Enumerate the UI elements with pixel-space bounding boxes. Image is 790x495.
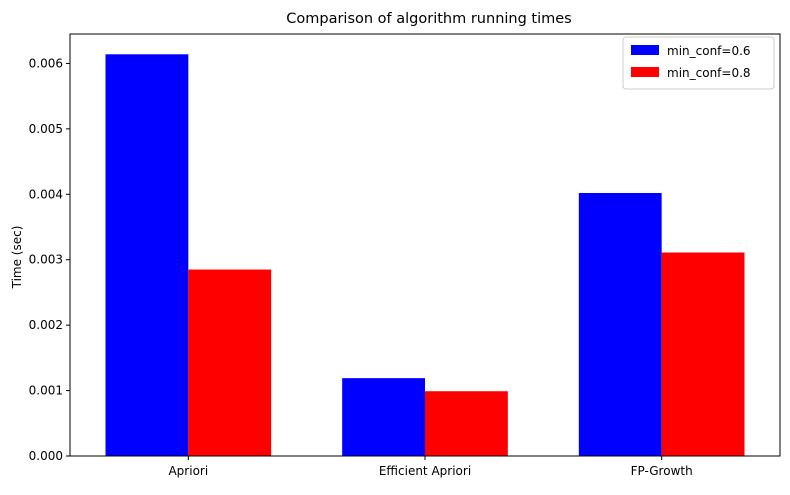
bar-efficient-apriori-series-1 (342, 378, 425, 456)
legend: min_conf=0.6 min_conf=0.8 (622, 36, 775, 90)
y-tick-label: 0.004 (29, 187, 63, 201)
y-tick-label: 0.002 (29, 318, 63, 332)
x-axis-ticks: Apriori Efficient Apriori FP-Growth (168, 456, 693, 478)
legend-swatch (631, 67, 659, 77)
legend-box (622, 36, 775, 90)
chart-title: Comparison of algorithm running times (286, 11, 571, 27)
y-tick-label: 0.000 (29, 449, 63, 463)
plot-frame (69, 33, 781, 457)
bar-efficient-apriori-series-2 (425, 391, 508, 456)
legend-swatch (631, 45, 659, 55)
bar-fp-growth-series-2 (661, 252, 745, 456)
bars-group (105, 54, 745, 457)
y-tick-label: 0.006 (29, 56, 63, 70)
x-tick-label: Efficient Apriori (379, 464, 471, 478)
bar-fp-growth-series-1 (578, 192, 662, 456)
x-tick-label: FP-Growth (631, 464, 693, 478)
y-tick-label: 0.003 (29, 253, 63, 267)
bar-apriori-series-2 (188, 269, 272, 456)
y-tick-label: 0.001 (29, 384, 63, 398)
y-axis-ticks: 0.000 0.001 0.002 0.003 0.004 0.005 0.006 (29, 56, 70, 463)
y-tick-label: 0.005 (29, 122, 63, 136)
y-axis-label: Time (sec) (10, 226, 24, 290)
bar-apriori-series-1 (105, 54, 189, 457)
legend-label: min_conf=0.6 (667, 44, 751, 58)
legend-label: min_conf=0.8 (667, 66, 751, 80)
x-tick-label: Apriori (168, 464, 208, 478)
